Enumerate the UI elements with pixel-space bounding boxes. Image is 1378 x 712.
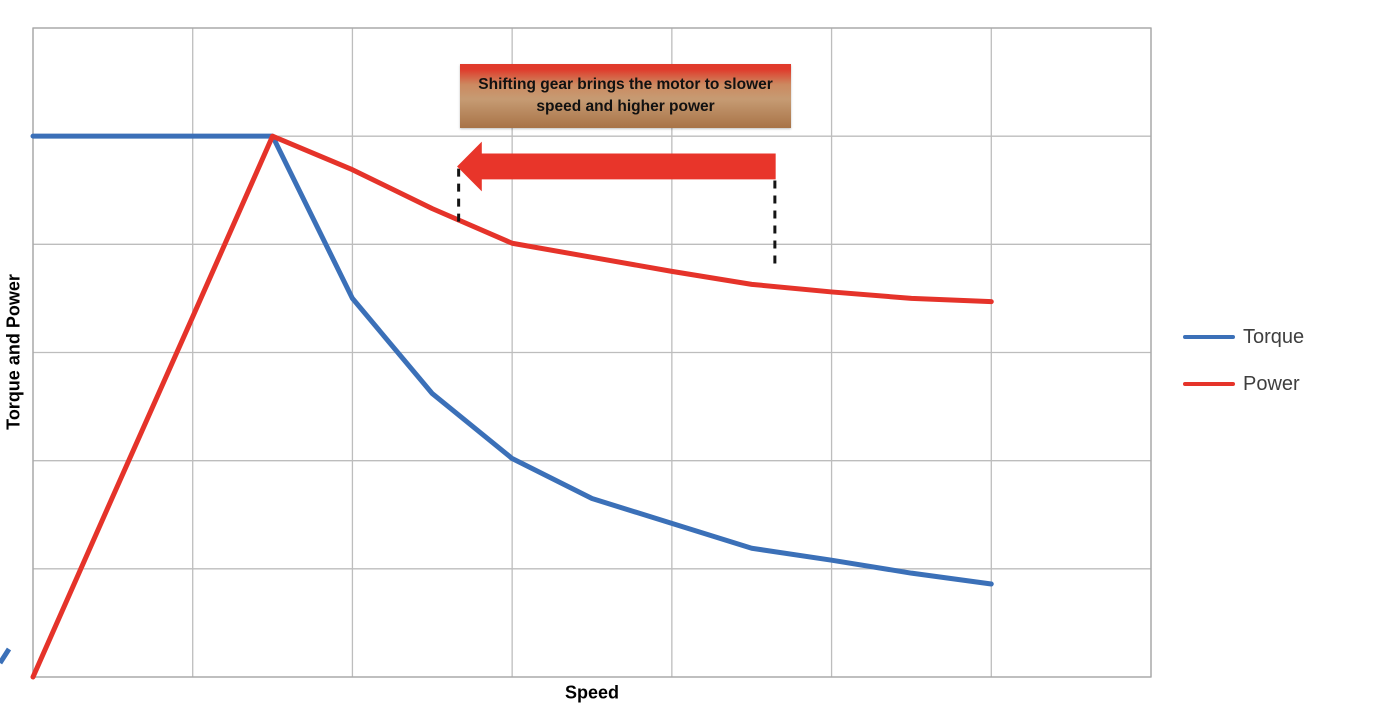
plot-border <box>32 27 1152 678</box>
annotation-callout-text: Shifting gear brings the motor to slower… <box>478 75 773 115</box>
torque-line <box>30 133 994 587</box>
torque-legend-swatch <box>1183 334 1235 340</box>
legend-item-power: Power <box>1183 372 1304 396</box>
torque-legend-label: Torque <box>1243 325 1305 348</box>
y-axis-title: Torque and Power <box>3 274 24 430</box>
x-axis-title: Speed <box>564 682 620 703</box>
stray-blue-mark <box>0 647 12 665</box>
power-legend-swatch <box>1183 381 1235 387</box>
shift-left-arrow <box>457 141 776 192</box>
power-legend-label: Power <box>1243 372 1300 395</box>
legend: Torque Power <box>1183 325 1304 396</box>
power-line <box>30 133 994 680</box>
annotation-callout: Shifting gear brings the motor to slower… <box>460 63 791 128</box>
legend-item-torque: Torque <box>1183 325 1304 349</box>
